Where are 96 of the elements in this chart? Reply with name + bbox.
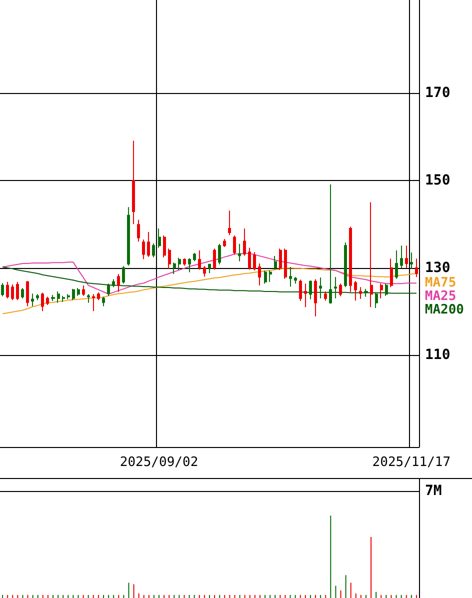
candlestick xyxy=(46,296,49,306)
candlestick xyxy=(233,235,236,256)
candlestick xyxy=(334,276,337,299)
candlestick xyxy=(289,266,292,288)
candlestick xyxy=(385,283,388,296)
candlestick xyxy=(223,238,226,248)
candlestick xyxy=(269,270,272,282)
candlestick xyxy=(152,242,155,258)
candlestick xyxy=(132,140,135,225)
candlestick xyxy=(410,252,413,270)
candlestick xyxy=(364,288,368,298)
candlestick xyxy=(62,295,65,302)
candlestick xyxy=(188,258,191,273)
candlestick xyxy=(349,226,352,292)
y-tick-label: 150 xyxy=(425,172,450,188)
series-label: MA25 xyxy=(424,289,456,304)
y-tick-label: 130 xyxy=(425,260,450,276)
series-label: MA75 xyxy=(424,276,456,290)
candlestick xyxy=(173,262,176,274)
candlestick xyxy=(122,266,125,284)
candlestick xyxy=(112,278,115,288)
line-series xyxy=(2,266,417,294)
candlestick xyxy=(294,276,297,284)
candlestick xyxy=(415,258,418,278)
candlestick xyxy=(6,281,9,299)
candlestick xyxy=(390,258,393,288)
candlestick xyxy=(339,283,342,297)
candlestick xyxy=(243,228,246,256)
candlestick xyxy=(370,202,373,308)
candlestick xyxy=(319,276,322,299)
candlestick xyxy=(72,288,75,301)
candlestick xyxy=(102,296,105,307)
candlestick xyxy=(1,282,4,297)
candlestick xyxy=(354,280,357,302)
candlestick xyxy=(163,235,166,258)
candlestick xyxy=(198,250,201,270)
candlestick xyxy=(168,248,171,270)
candlestick xyxy=(238,243,241,262)
candlestick xyxy=(31,293,34,307)
candlestick xyxy=(82,284,85,296)
y-tick-label: 110 xyxy=(425,347,450,364)
candlestick xyxy=(142,238,145,260)
candlestick xyxy=(274,256,277,270)
y-tick-label: 7M xyxy=(425,483,442,500)
candlestick xyxy=(178,257,181,271)
y-tick-label: 170 xyxy=(425,85,450,102)
candlestick xyxy=(97,292,100,301)
candlestick xyxy=(127,206,130,266)
candlestick xyxy=(51,294,55,302)
candlestick xyxy=(137,219,140,242)
candlestick xyxy=(16,281,19,301)
candlestick xyxy=(314,278,317,317)
candlestick xyxy=(359,286,362,300)
candlestick xyxy=(253,252,256,271)
x-tick-label: 2025/11/17 xyxy=(372,455,451,470)
candlestick xyxy=(26,280,29,307)
candlestick xyxy=(258,262,261,286)
x-tick-label: 2025/09/02 xyxy=(120,455,198,470)
candlestick xyxy=(67,294,70,300)
candlestick xyxy=(213,248,216,270)
candlestick xyxy=(344,242,347,288)
candlestick xyxy=(248,247,251,270)
candlestick xyxy=(309,280,312,300)
candlestick xyxy=(92,294,95,312)
candlestick xyxy=(147,232,150,258)
candlestick xyxy=(284,248,287,280)
candlestick xyxy=(218,243,221,265)
candlestick xyxy=(36,294,39,301)
candlestick xyxy=(299,279,302,302)
candlestick xyxy=(87,294,90,304)
candlestick xyxy=(324,290,327,302)
series-label: MA200 xyxy=(424,302,464,318)
candlestick xyxy=(228,210,231,236)
candlestick xyxy=(158,228,161,248)
candlestick xyxy=(57,290,60,304)
candlestick xyxy=(183,258,186,266)
candlestick xyxy=(375,292,378,309)
candlestick xyxy=(400,245,403,269)
candlestick xyxy=(380,283,383,299)
candlestick xyxy=(107,283,110,296)
line-series xyxy=(2,252,417,295)
candlestick xyxy=(329,184,332,304)
candlestick xyxy=(203,266,206,278)
candlestick xyxy=(264,270,267,284)
candlestick xyxy=(208,263,211,274)
candlestick xyxy=(11,284,14,301)
line-series xyxy=(2,267,417,314)
candlestick xyxy=(279,248,282,271)
candlestick xyxy=(117,273,120,292)
candlestick xyxy=(395,250,398,280)
candlestick xyxy=(77,287,80,296)
candlestick xyxy=(21,287,24,299)
candlestick xyxy=(193,252,196,262)
candlestick xyxy=(405,245,408,268)
candlestick xyxy=(41,292,44,312)
candlestick xyxy=(304,283,307,308)
